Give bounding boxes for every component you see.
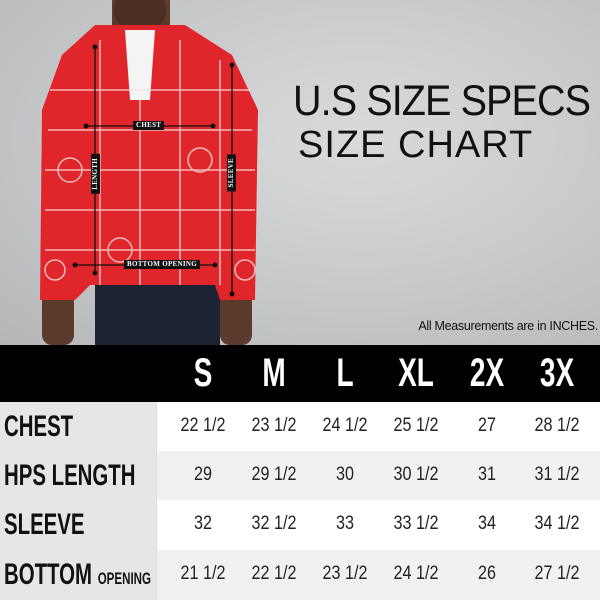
measurement-cell: 23 1/2 (251, 415, 297, 436)
row-label-text: BOTTOM (4, 558, 93, 591)
row-label-cell: CHEST (0, 402, 157, 452)
row-label-cell: HPS LENGTH (0, 451, 157, 501)
measurement-cell: 33 (336, 513, 354, 534)
measurement-cell: 33 1/2 (393, 513, 439, 534)
measurement-cell: 21 1/2 (180, 563, 226, 584)
page-subtitle: SIZE CHART (298, 124, 534, 166)
measurement-cell: 30 1/2 (393, 464, 439, 485)
row-sublabel: OPENING (97, 569, 152, 588)
measurement-cell: 34 1/2 (534, 513, 580, 534)
measurement-cell: 31 (478, 464, 496, 485)
measurement-cell: 22 1/2 (180, 415, 226, 436)
table-row: BOTTOM OPENING 21 1/2 22 1/2 23 1/2 24 1/2 26… (0, 550, 600, 600)
table-row: HPS LENGTH 29 29 1/2 30 30 1/2 31 31 1/2 (0, 451, 600, 501)
measurement-cell: 25 1/2 (393, 415, 439, 436)
measurement-cell: 26 (478, 563, 496, 584)
measurement-cell: 30 (336, 464, 354, 485)
row-label-cell: SLEEVE (0, 500, 157, 550)
measurement-cell: 23 1/2 (322, 563, 368, 584)
units-note: All Measurements are in INCHES. (418, 319, 598, 333)
size-header-row: S M L XL 2X 3X (0, 345, 600, 402)
measurement-cell: 29 (194, 464, 212, 485)
measurement-cell: 32 1/2 (251, 513, 297, 534)
table-row: SLEEVE 32 32 1/2 33 33 1/2 34 34 1/2 (0, 500, 600, 550)
measurement-cell: 27 1/2 (534, 563, 580, 584)
row-label: BOTTOM OPENING (4, 558, 151, 591)
size-header: M (262, 351, 286, 395)
measurement-cell: 22 1/2 (251, 563, 297, 584)
measurement-cell: 32 (194, 513, 212, 534)
measurement-cell: 27 (478, 415, 496, 436)
size-header: 2X (469, 351, 505, 395)
measurement-cell: 29 1/2 (251, 464, 297, 485)
row-label: SLEEVE (4, 508, 84, 541)
measurement-cell: 28 1/2 (534, 415, 580, 436)
row-label: HPS LENGTH (4, 459, 135, 492)
chest-measure-label: CHEST (133, 121, 165, 130)
measurement-cell: 31 1/2 (534, 464, 580, 485)
measurement-cell: 24 1/2 (322, 415, 368, 436)
row-label-text: SLEEVE (4, 508, 85, 541)
measurement-cell: 24 1/2 (393, 563, 439, 584)
row-label-text: HPS LENGTH (4, 459, 136, 492)
measurement-cell: 34 (478, 513, 496, 534)
jacket-model-illustration (40, 0, 258, 345)
page-title: U.S SIZE SPECS (293, 77, 591, 125)
length-measure-label: LENGTH (91, 154, 100, 194)
row-label-cell: BOTTOM OPENING (0, 550, 157, 600)
size-header: XL (398, 351, 434, 395)
row-label: CHEST (4, 410, 73, 443)
row-label-text: CHEST (4, 410, 74, 443)
bottom-opening-measure-label: BOTTOM OPENING (124, 260, 200, 269)
size-header: L (336, 351, 354, 395)
size-header: S (193, 351, 213, 395)
table-row: CHEST 22 1/2 23 1/2 24 1/2 25 1/2 27 28 1/2 (0, 402, 600, 452)
product-image: CHEST LENGTH SLEEVE BOTTOM OPENING U.S S… (0, 0, 600, 345)
sleeve-measure-label: SLEEVE (227, 154, 236, 192)
size-header: 3X (539, 351, 575, 395)
